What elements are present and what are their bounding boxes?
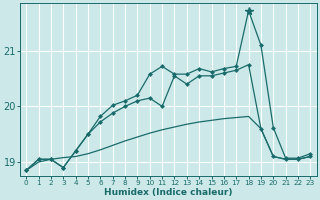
X-axis label: Humidex (Indice chaleur): Humidex (Indice chaleur) — [104, 188, 233, 197]
